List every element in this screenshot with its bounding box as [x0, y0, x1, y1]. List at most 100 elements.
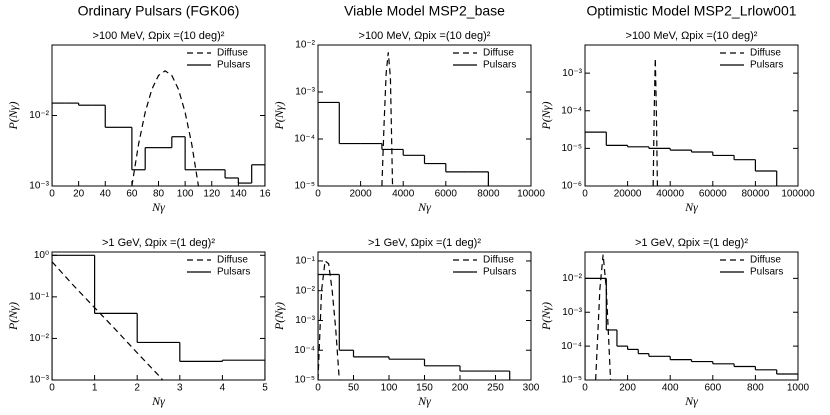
x-tick-label: 4 [220, 383, 226, 394]
y-tick-label: 10⁻⁵ [294, 375, 315, 386]
x-tick-label: 80 [153, 189, 165, 200]
chart-subtitle: >1 GeV, Ωpix =(1 deg)² [368, 237, 481, 249]
legend-label: Diffuse [483, 48, 514, 59]
x-tick-label: 0 [582, 383, 588, 394]
plot-area [318, 52, 489, 186]
x-tick-label: 120 [203, 189, 220, 200]
x-tick-label: 5 [262, 383, 268, 394]
legend-label: Diffuse [217, 255, 248, 266]
plot-frame [584, 44, 799, 187]
x-axis-label: Nγ [417, 394, 431, 408]
y-tick-label: 10⁻⁴ [294, 345, 315, 356]
y-tick-label: 10⁻³ [29, 181, 49, 192]
x-tick-label: 100000 [781, 189, 815, 200]
legend-label: Pulsars [217, 267, 250, 278]
column-title: Ordinary Pulsars (FGK06) [78, 3, 240, 19]
y-tick-label: 10⁻⁴ [561, 341, 582, 352]
x-tick-label: 140 [230, 189, 247, 200]
legend-label: Pulsars [750, 60, 783, 71]
x-tick-label: 4000 [392, 189, 415, 200]
x-tick-label: 8000 [477, 189, 500, 200]
x-tick-label: 40 [100, 189, 112, 200]
x-tick-label: 200 [452, 383, 469, 394]
legend-label: Diffuse [750, 48, 781, 59]
y-tick-label: 10⁻⁴ [561, 105, 582, 116]
y-tick-label: 10⁻² [29, 333, 49, 344]
diffuse-curve [595, 254, 612, 380]
plot-area [585, 58, 778, 186]
x-tick-label: 0 [49, 383, 55, 394]
y-tick-label: 10⁻⁴ [294, 134, 315, 145]
x-axis-label: Nγ [417, 200, 431, 214]
y-tick-label: 10⁻¹ [295, 256, 315, 267]
x-tick-label: 16 [259, 189, 271, 200]
x-tick-label: 2 [134, 383, 140, 394]
x-tick-label: 150 [416, 383, 433, 394]
x-tick-label: 20 [73, 189, 85, 200]
diffuse-curve [381, 52, 394, 186]
x-tick-label: 600 [704, 383, 721, 394]
x-tick-label: 1000 [787, 383, 810, 394]
x-tick-label: 50 [348, 383, 360, 394]
y-tick-label: 10⁰ [34, 250, 49, 261]
x-tick-label: 3 [177, 383, 183, 394]
plot-area [585, 254, 798, 380]
diffuse-curve [52, 261, 164, 380]
chart-subtitle: >100 MeV, Ωpix =(10 deg)² [626, 30, 758, 42]
chart-subtitle: >1 GeV, Ωpix =(1 deg)² [102, 237, 215, 249]
y-tick-label: 10⁻² [562, 273, 582, 284]
y-tick-label: 10⁻¹ [29, 292, 49, 303]
plot-area [52, 70, 265, 186]
y-axis-label: P(Nγ) [272, 302, 286, 331]
y-tick-label: 10⁻⁵ [561, 143, 582, 154]
x-tick-label: 60000 [699, 189, 727, 200]
chart-subtitle: >100 MeV, Ωpix =(10 deg)² [359, 30, 491, 42]
column-title: Optimistic Model MSP2_Lrlow001 [586, 3, 796, 19]
x-tick-label: 20000 [614, 189, 642, 200]
x-tick-label: 60 [126, 189, 138, 200]
x-tick-label: 200 [619, 383, 636, 394]
x-tick-label: 2000 [349, 189, 372, 200]
x-axis-label: Nγ [151, 394, 165, 408]
y-tick-label: 10⁻² [29, 110, 49, 121]
legend-label: Diffuse [483, 255, 514, 266]
x-tick-label: 100 [381, 383, 398, 394]
chart-subtitle: >1 GeV, Ωpix =(1 deg)² [635, 237, 748, 249]
y-tick-label: 10⁻⁵ [561, 375, 582, 386]
y-tick-label: 10⁻³ [562, 68, 582, 79]
legend-label: Pulsars [483, 60, 516, 71]
y-tick-label: 10⁻⁵ [294, 181, 315, 192]
y-tick-label: 10⁻⁶ [561, 181, 582, 192]
x-tick-label: 1 [92, 383, 98, 394]
legend-label: Pulsars [750, 267, 783, 278]
diffuse-curve [131, 70, 200, 186]
x-tick-label: 80000 [741, 189, 769, 200]
y-tick-label: 10⁻³ [295, 87, 315, 98]
y-tick-label: 10⁻² [295, 40, 315, 51]
legend-label: Pulsars [483, 267, 516, 278]
x-tick-label: 0 [582, 189, 588, 200]
x-tick-label: 100 [177, 189, 194, 200]
x-axis-label: Nγ [151, 200, 165, 214]
diffuse-curve [652, 58, 659, 186]
x-tick-label: 250 [487, 383, 504, 394]
x-tick-label: 10000 [517, 189, 545, 200]
x-tick-label: 300 [523, 383, 540, 394]
y-tick-label: 10⁻³ [562, 307, 582, 318]
y-axis-label: P(Nγ) [539, 302, 553, 331]
column-title: Viable Model MSP2_base [344, 3, 505, 19]
legend-label: Diffuse [217, 48, 248, 59]
chart-subtitle: >100 MeV, Ωpix =(10 deg)² [93, 30, 225, 42]
y-axis-label: P(Nγ) [6, 101, 20, 130]
x-axis-label: Nγ [684, 200, 698, 214]
y-axis-label: P(Nγ) [272, 101, 286, 130]
y-tick-label: 10⁻³ [295, 315, 315, 326]
legend-label: Diffuse [750, 255, 781, 266]
y-axis-label: P(Nγ) [6, 302, 20, 331]
y-tick-label: 10⁻² [295, 285, 315, 296]
x-tick-label: 0 [315, 189, 321, 200]
x-axis-label: Nγ [684, 394, 698, 408]
y-axis-label: P(Nγ) [539, 101, 553, 130]
x-tick-label: 0 [315, 383, 321, 394]
